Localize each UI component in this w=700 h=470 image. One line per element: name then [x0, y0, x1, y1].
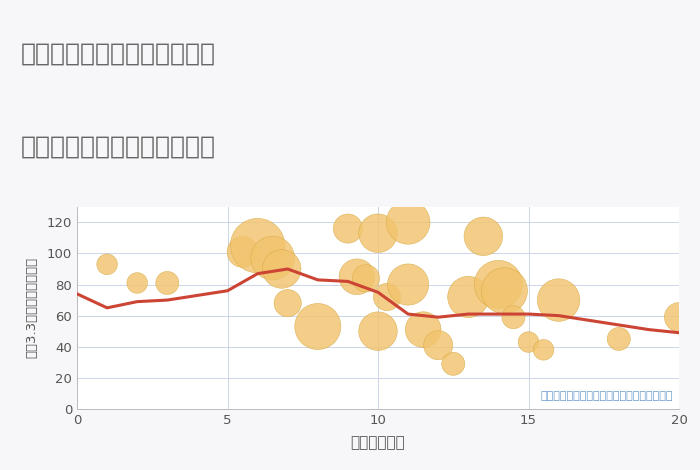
Point: [372, 328, 384, 335]
Point: [433, 341, 444, 349]
Point: [282, 299, 293, 307]
Y-axis label: 坪（3.3㎡）単価（万円）: 坪（3.3㎡）単価（万円）: [25, 257, 38, 359]
Point: [342, 225, 354, 232]
Point: [477, 233, 489, 240]
Point: [417, 326, 428, 333]
Point: [162, 279, 173, 287]
Point: [312, 323, 323, 330]
Point: [252, 242, 263, 250]
Point: [351, 273, 363, 281]
X-axis label: 駅距離（分）: 駅距離（分）: [351, 435, 405, 450]
Point: [613, 335, 624, 343]
Text: 円の大きさは、取引のあった物件面積を示す: 円の大きさは、取引のあった物件面積を示す: [540, 391, 673, 401]
Point: [267, 254, 278, 262]
Point: [463, 293, 474, 301]
Point: [448, 360, 459, 368]
Point: [372, 229, 384, 237]
Point: [102, 260, 113, 268]
Point: [538, 346, 549, 353]
Point: [237, 248, 248, 256]
Point: [553, 296, 564, 304]
Point: [493, 281, 504, 288]
Point: [276, 265, 287, 273]
Text: 駅距離別中古マンション価格: 駅距離別中古マンション価格: [21, 134, 216, 158]
Point: [508, 313, 519, 321]
Point: [132, 279, 143, 287]
Point: [402, 219, 414, 226]
Point: [673, 313, 685, 321]
Point: [523, 338, 534, 346]
Point: [382, 293, 393, 301]
Point: [360, 274, 372, 282]
Point: [402, 281, 414, 288]
Point: [499, 287, 510, 295]
Text: 愛知県稲沢市祖父江町二俣の: 愛知県稲沢市祖父江町二俣の: [21, 41, 216, 65]
